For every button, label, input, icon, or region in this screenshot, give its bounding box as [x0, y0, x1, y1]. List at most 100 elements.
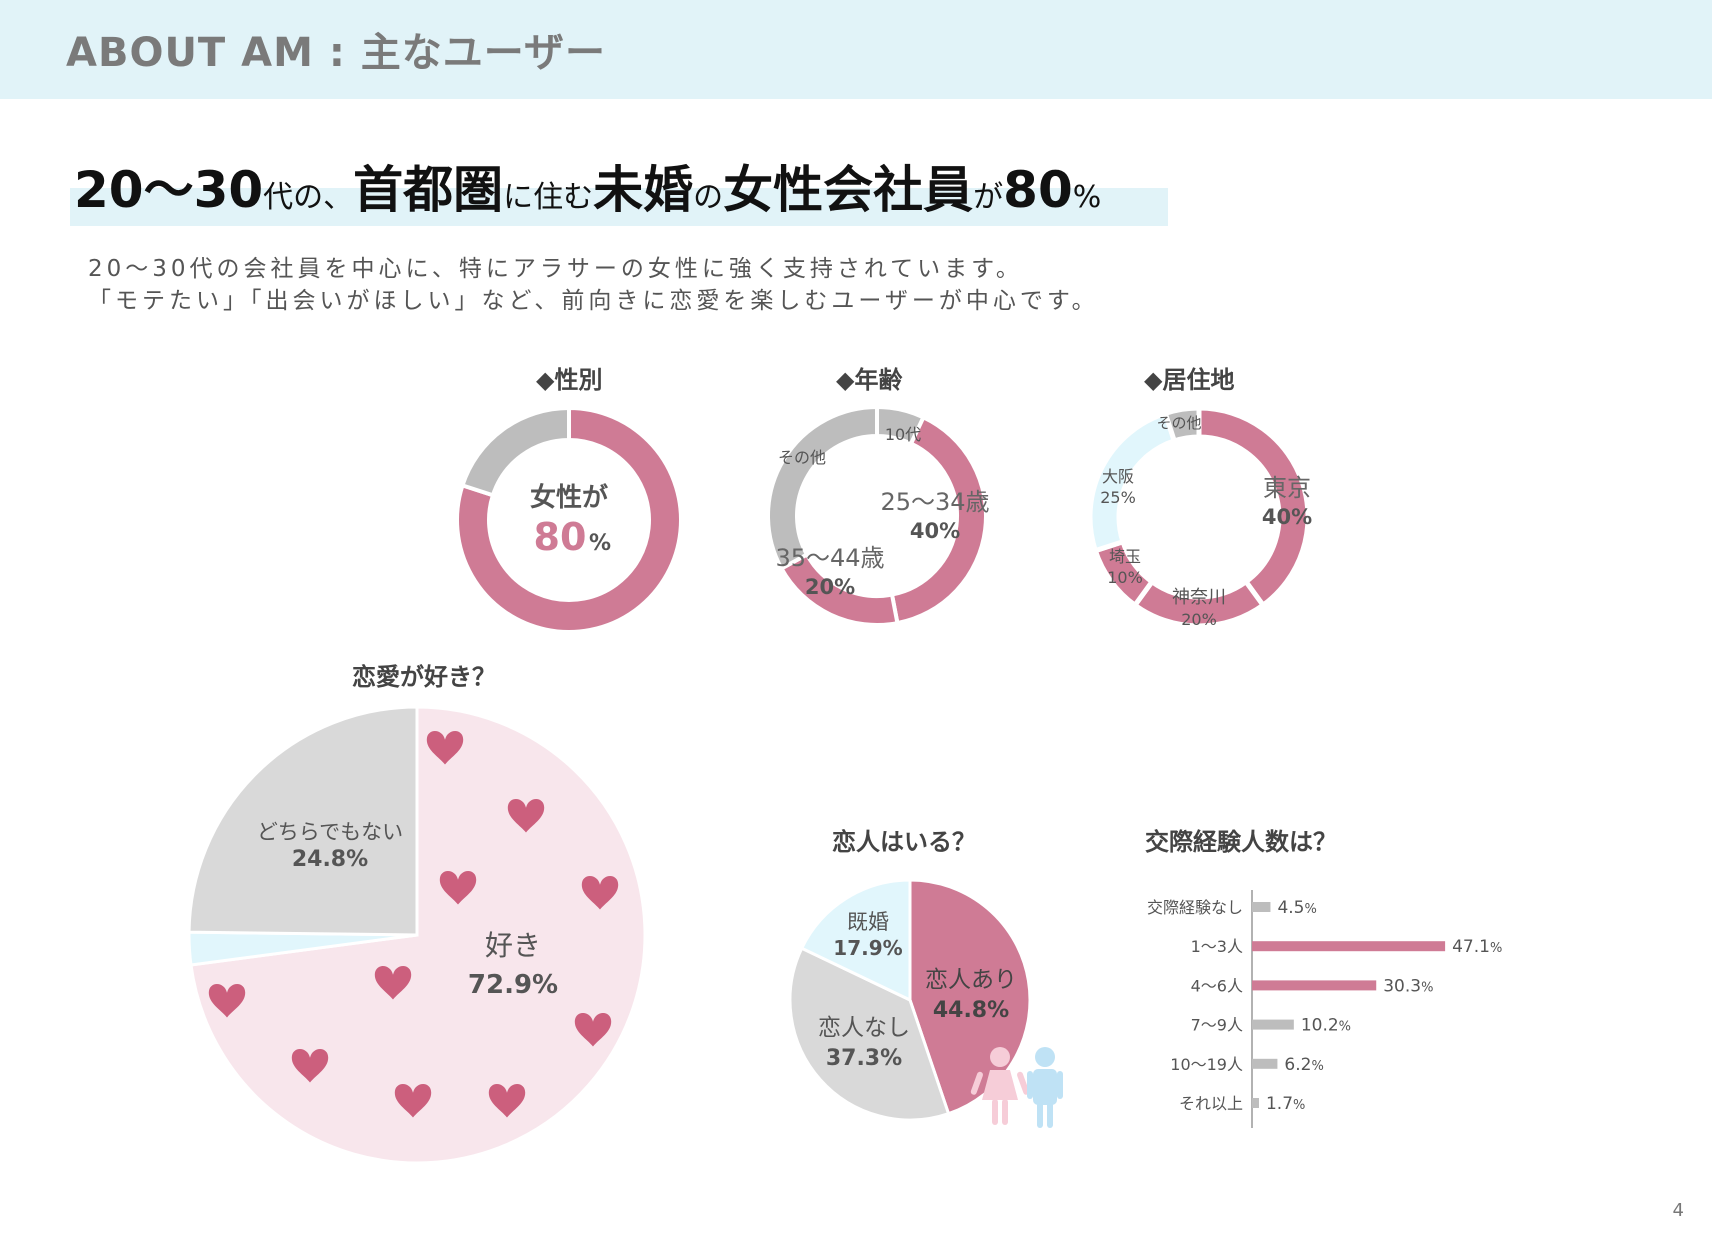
headline-part: に住む	[503, 180, 594, 215]
experience-category-label: 交際経験なし	[1147, 898, 1243, 917]
experience-value-label: 10.2%	[1301, 1016, 1351, 1036]
residence-slice	[1196, 405, 1311, 609]
woman-icon-head	[990, 1047, 1010, 1067]
header-bar: ABOUT AM : 主なユーザー	[0, 0, 1712, 99]
experience-category-label: 1～3人	[1191, 937, 1243, 956]
headline-part: 80	[1003, 161, 1073, 219]
gender-center-label: 女性が	[530, 482, 608, 513]
headline-part: %	[1072, 180, 1102, 215]
heart-icon	[426, 731, 464, 765]
love-pct-like: 72.9%	[468, 970, 558, 1000]
woman-icon-arm	[1017, 1071, 1030, 1095]
man-icon-arm	[1027, 1071, 1033, 1099]
description-line-2: 「モテたい」「出会いがほしい」など、前向きに恋愛を楽しむユーザーが中心です。	[88, 288, 1099, 314]
experience-category-label: 4～6人	[1191, 976, 1243, 995]
age-label-35-44: 35～44歳	[775, 544, 884, 572]
heart-icon	[581, 876, 619, 910]
love-chart-title: 恋愛が好き？	[352, 663, 496, 691]
age-slice	[889, 414, 988, 626]
love-pct-neutral: 24.8%	[292, 847, 368, 872]
heart-icon	[574, 1013, 612, 1047]
residence-slice	[1162, 405, 1202, 445]
headline-part: 首都圏	[353, 161, 504, 219]
page-title: ABOUT AM : 主なユーザー	[66, 30, 606, 76]
residence-label-tokyo: 東京	[1263, 474, 1311, 502]
experience-value-unit: %	[1339, 1020, 1351, 1035]
residence-pct-saitama: 10%	[1107, 568, 1143, 587]
gender-chart-title: ◆性別	[536, 366, 603, 394]
love-slice	[187, 705, 419, 937]
headline-part: 女性会社員	[723, 161, 974, 219]
love-label-like: 好き	[485, 929, 541, 962]
headline: 20～30代の、首都圏に住む未婚の女性会社員が80%	[70, 150, 1168, 228]
age-slice	[766, 404, 879, 572]
experience-bar	[1252, 1058, 1278, 1069]
headline-text: 20～30代の、首都圏に住む未婚の女性会社員が80%	[74, 150, 1101, 222]
heart-icon	[507, 799, 545, 833]
residence-label-saitama: 埼玉	[1109, 547, 1141, 566]
experience-value-unit: %	[1490, 941, 1502, 956]
gender-center-value: 80	[534, 515, 587, 559]
heart-icon	[394, 1084, 432, 1118]
experience-value-label: 1.7%	[1266, 1094, 1305, 1114]
experience-category-label: 7～9人	[1191, 1016, 1243, 1035]
age-label-other: その他	[778, 448, 826, 467]
experience-bar	[1252, 1098, 1259, 1108]
experience-value-unit: %	[1304, 902, 1316, 917]
residence-chart-title: ◆居住地	[1144, 366, 1235, 394]
experience-value-label: 47.1%	[1452, 937, 1502, 957]
partner-pct-yes: 44.8%	[933, 998, 1009, 1023]
heart-icon	[439, 871, 477, 905]
gender-center-unit: %	[589, 531, 611, 556]
partner-pct-no: 37.3%	[826, 1046, 902, 1071]
heart-icon	[291, 1049, 329, 1083]
man-icon-leg	[1037, 1102, 1043, 1128]
age-pct-35-44: 20%	[805, 575, 855, 599]
residence-pct-kanagawa: 20%	[1181, 610, 1217, 629]
residence-label-osaka: 大阪	[1102, 467, 1134, 486]
residence-label-kanagawa: 神奈川	[1172, 587, 1226, 608]
experience-value-label: 30.3%	[1383, 976, 1433, 996]
man-icon-body	[1033, 1069, 1057, 1105]
residence-pct-osaka: 25%	[1100, 488, 1136, 507]
headline-part: 20～30	[74, 161, 264, 219]
woman-icon-leg	[992, 1099, 998, 1125]
partner-label-yes: 恋人あり	[925, 967, 1017, 993]
headline-part: 代の、	[263, 180, 354, 215]
experience-bar	[1252, 1019, 1294, 1030]
page-number: 4	[1672, 1200, 1684, 1221]
experience-bar	[1252, 941, 1446, 952]
experience-category-label: それ以上	[1179, 1094, 1243, 1113]
headline-part: 未婚	[593, 161, 694, 219]
description-line-1: 20～30代の会社員を中心に、特にアラサーの女性に強く支持されています。	[88, 256, 1023, 282]
experience-value-label: 6.2%	[1284, 1055, 1323, 1075]
experience-value-unit: %	[1311, 1059, 1323, 1074]
residence-pct-tokyo: 40%	[1262, 505, 1312, 529]
man-icon-leg	[1047, 1102, 1053, 1128]
residence-label-other: その他	[1156, 414, 1201, 432]
heart-icon	[488, 1084, 526, 1118]
experience-bar	[1252, 980, 1377, 991]
gender-slice	[455, 405, 683, 634]
partner-chart-title: 恋人はいる？	[832, 828, 976, 856]
heart-icon	[208, 984, 246, 1018]
age-pct-25-34: 40%	[910, 519, 960, 543]
partner-label-married: 既婚	[847, 910, 889, 934]
heart-icon	[374, 966, 412, 1000]
age-chart-title: ◆年齢	[836, 366, 903, 394]
man-icon-arm	[1057, 1071, 1063, 1099]
love-label-neutral: どちらでもない	[257, 820, 403, 844]
gender-slice	[459, 405, 571, 498]
woman-icon-arm	[970, 1071, 983, 1095]
partner-slice	[788, 946, 951, 1122]
headline-part: の	[693, 180, 724, 215]
experience-value-label: 4.5%	[1277, 898, 1316, 918]
experience-value-unit: %	[1293, 1098, 1305, 1113]
man-icon-head	[1035, 1047, 1055, 1067]
age-label-10s: 10代	[885, 425, 921, 444]
experience-value-unit: %	[1421, 980, 1433, 995]
partner-pct-married: 17.9%	[833, 936, 902, 960]
experience-bar	[1252, 902, 1271, 912]
woman-icon-body	[982, 1070, 1018, 1100]
